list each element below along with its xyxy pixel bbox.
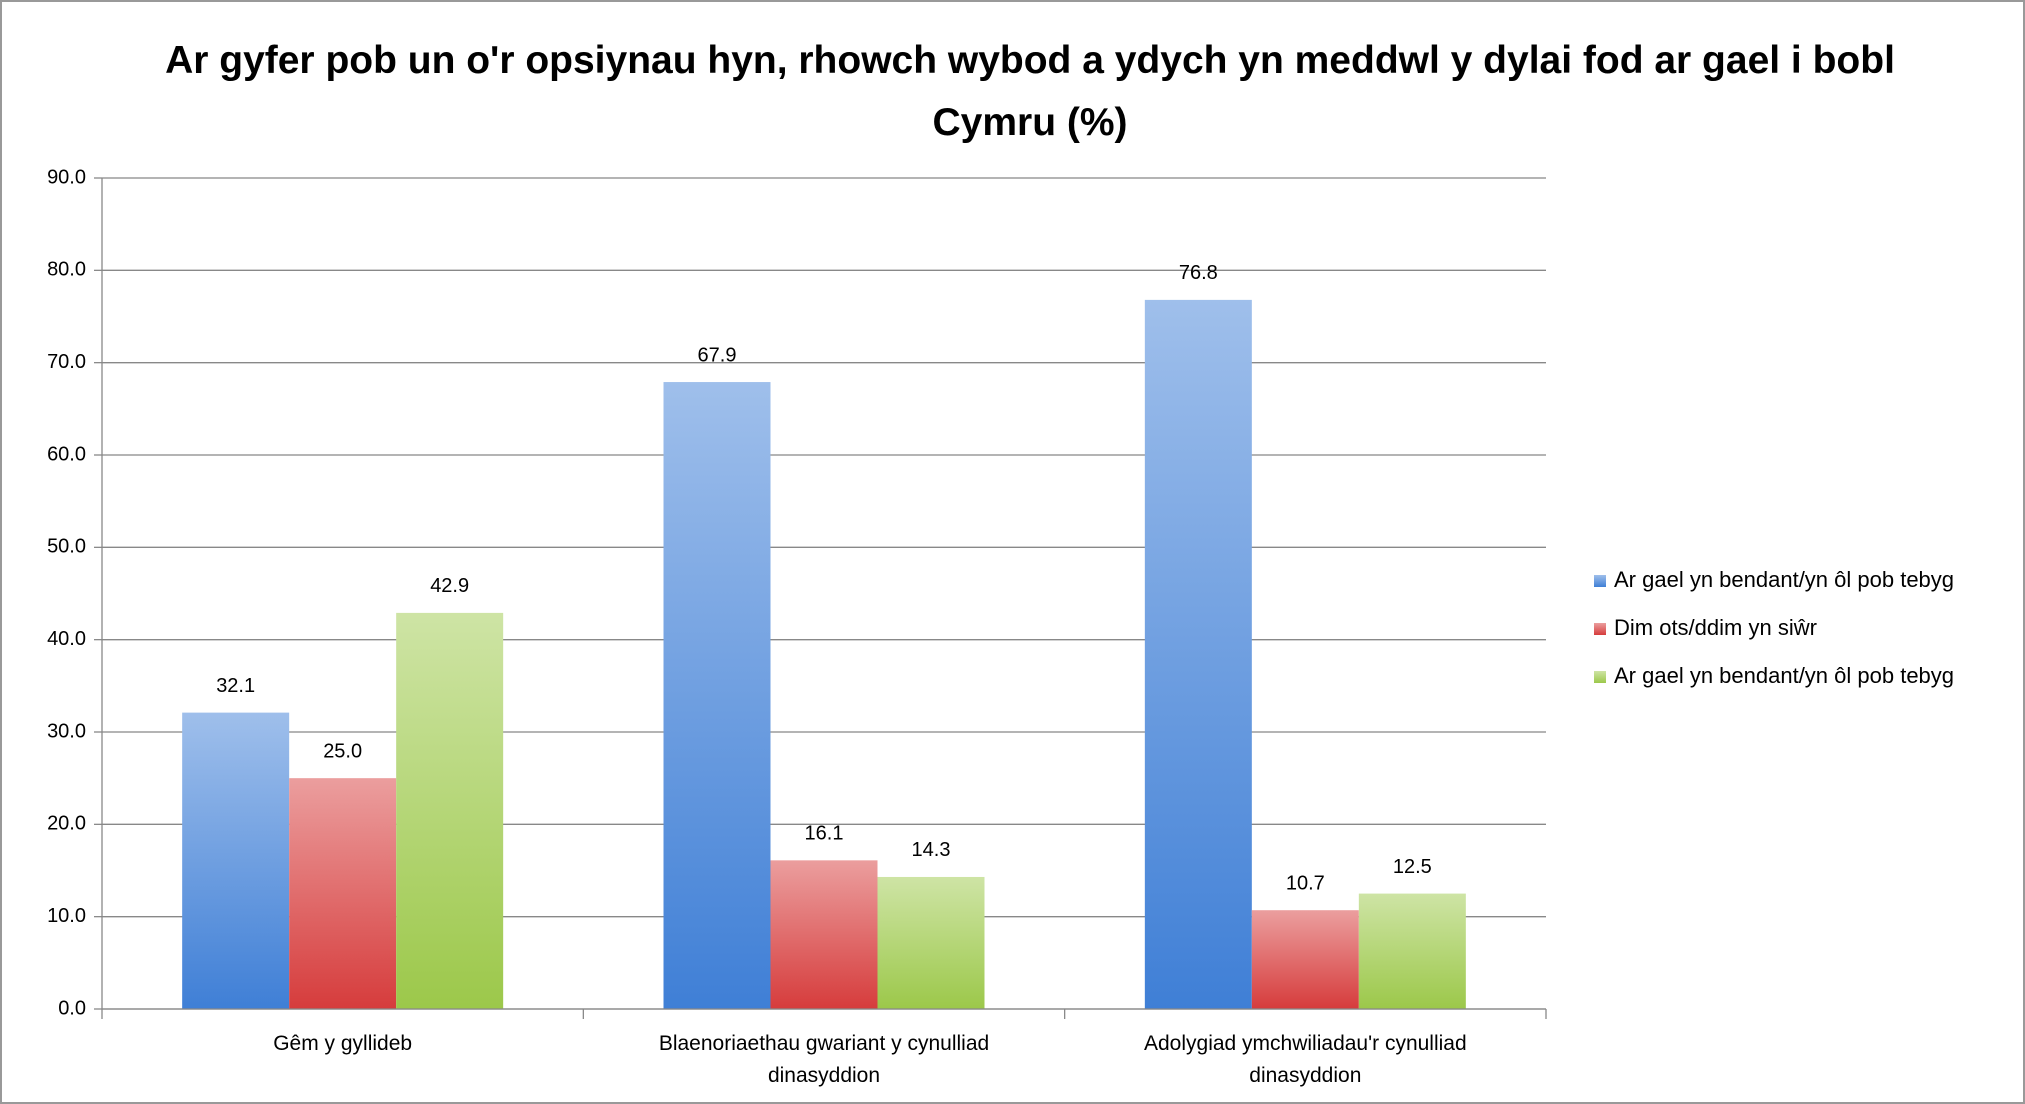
- y-tick-label: 50.0: [47, 536, 86, 558]
- bar: [182, 712, 290, 1009]
- bar: [877, 876, 985, 1009]
- y-tick-label: 40.0: [47, 628, 86, 650]
- x-tick-label: Blaenoriaethau gwariant y cynulliad dina…: [658, 1032, 990, 1087]
- y-tick-label: 0.0: [58, 997, 86, 1019]
- legend-swatch: [1594, 623, 1606, 635]
- data-label: 10.7: [1286, 872, 1325, 894]
- data-label: 25.0: [323, 740, 362, 762]
- bar: [770, 860, 878, 1009]
- legend-label: Dim ots/ddim yn siŵr: [1614, 615, 1817, 640]
- y-tick-label: 80.0: [47, 259, 86, 281]
- bar: [1358, 893, 1466, 1009]
- legend-swatch: [1594, 671, 1606, 683]
- y-tick-label: 20.0: [47, 813, 86, 835]
- legend-label: Ar gael yn bendant/yn ôl pob tebyg: [1614, 663, 1954, 688]
- data-label: 16.1: [805, 823, 844, 845]
- data-label: 76.8: [1179, 262, 1218, 284]
- chart-title: Ar gyfer pob un o'r opsiynau hyn, rhowch…: [165, 39, 1895, 144]
- data-label: 12.5: [1393, 856, 1432, 878]
- legend-label: Ar gael yn bendant/yn ôl pob tebyg: [1614, 567, 1954, 592]
- bar: [289, 778, 397, 1009]
- bar: [1251, 910, 1359, 1009]
- y-tick-label: 90.0: [47, 166, 86, 188]
- data-label: 67.9: [698, 344, 737, 366]
- data-label: 14.3: [912, 839, 951, 861]
- bar: [396, 612, 504, 1009]
- y-tick-label: 70.0: [47, 351, 86, 373]
- x-tick-label: Adolygiad ymchwiliadau'r cynulliad dinas…: [1143, 1032, 1467, 1087]
- y-tick-label: 10.0: [47, 905, 86, 927]
- y-tick-label: 30.0: [47, 720, 86, 742]
- legend-swatch: [1594, 575, 1606, 587]
- y-tick-label: 60.0: [47, 443, 86, 465]
- bar: [1144, 299, 1252, 1009]
- x-tick-label: Gêm y gyllideb: [273, 1032, 413, 1055]
- bar: [663, 382, 771, 1010]
- data-label: 32.1: [216, 675, 255, 697]
- data-label: 42.9: [430, 575, 469, 597]
